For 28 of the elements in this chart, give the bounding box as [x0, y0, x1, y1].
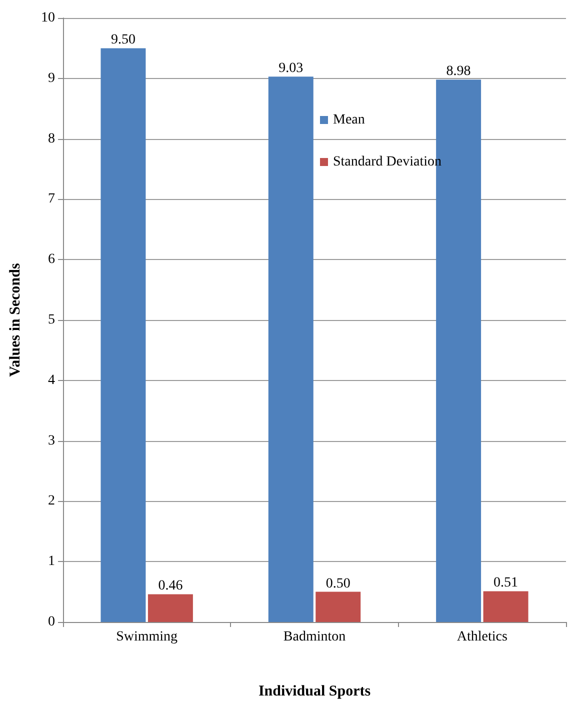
bar [268, 76, 314, 622]
data-label: 8.98 [446, 64, 471, 80]
data-label: 0.51 [494, 576, 518, 591]
bar [483, 591, 528, 622]
y-tick-label: 4 [48, 372, 55, 388]
data-label: 9.03 [278, 61, 304, 76]
y-axis-title: Values in Seconds [8, 263, 24, 377]
y-tick-label: 9 [48, 70, 55, 86]
data-label: 0.46 [158, 578, 183, 594]
x-tick-label: Athletics [456, 630, 508, 644]
legend-label: Mean [333, 112, 365, 128]
x-axis-title: Individual Sports [258, 684, 371, 700]
y-tick-label: 5 [48, 312, 55, 328]
bar [316, 592, 361, 622]
y-tick-label: 0 [48, 614, 55, 630]
y-tick-label: 1 [48, 554, 55, 570]
data-label: 9.50 [110, 32, 136, 48]
y-tick-label: 7 [48, 192, 55, 207]
y-tick-label: 8 [48, 131, 55, 146]
x-tick-label: Badminton [283, 630, 346, 644]
bar [148, 594, 193, 622]
y-tick-label: 6 [48, 252, 55, 268]
y-tick-label: 2 [48, 494, 55, 509]
bar [100, 48, 146, 622]
y-tick-label: 3 [48, 433, 55, 448]
data-label: 0.50 [326, 576, 350, 592]
x-tick-label: Swimming [116, 630, 178, 644]
y-tick-label: 10 [41, 10, 55, 26]
